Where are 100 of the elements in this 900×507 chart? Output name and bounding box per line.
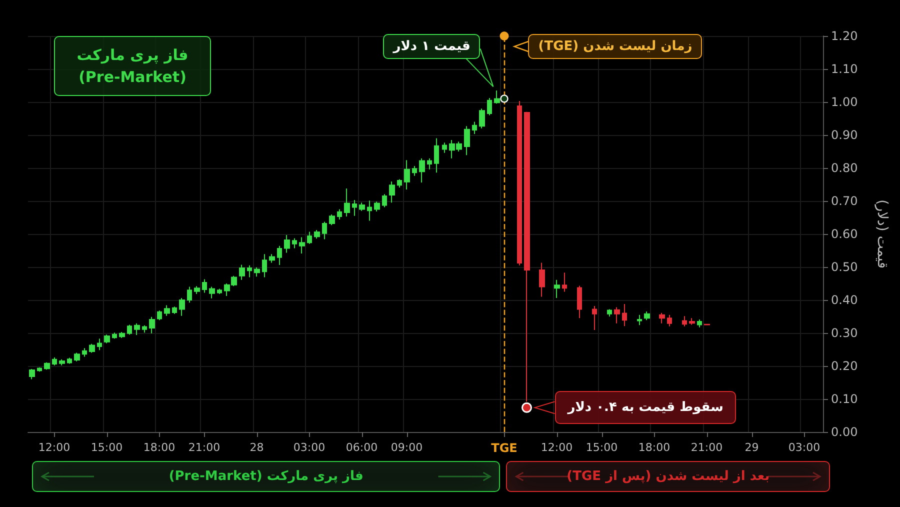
y-tick-label: 0.40 bbox=[831, 293, 858, 307]
x-tick-label: 12:00 bbox=[38, 441, 70, 454]
candlestick bbox=[682, 316, 687, 327]
x-tick-label: 18:00 bbox=[143, 441, 176, 454]
y-tick-label: 1.10 bbox=[831, 62, 858, 76]
candlestick bbox=[667, 314, 672, 327]
annotation: فاز پری مارکت (Pre-Market) bbox=[54, 36, 211, 96]
candlestick bbox=[172, 306, 177, 314]
candlestick bbox=[254, 266, 260, 278]
candlestick bbox=[412, 166, 417, 176]
y-tick-label: 0.20 bbox=[831, 359, 858, 373]
y-tick-label: 0.30 bbox=[831, 326, 858, 340]
candlestick bbox=[104, 334, 110, 344]
candlestick bbox=[89, 343, 95, 354]
candlestick bbox=[659, 312, 665, 324]
candlestick bbox=[464, 126, 470, 156]
candlestick bbox=[614, 306, 620, 324]
candlestick bbox=[607, 308, 612, 317]
candlestick bbox=[434, 138, 439, 174]
candlestick bbox=[427, 158, 432, 170]
candlestick bbox=[404, 160, 410, 190]
candlestick bbox=[367, 200, 372, 222]
y-tick-label: 1.20 bbox=[831, 29, 858, 43]
y-tick-label: 0.90 bbox=[831, 128, 858, 142]
x-tick-label: TGE bbox=[491, 441, 518, 455]
candlestick bbox=[479, 108, 485, 129]
candlestick bbox=[562, 272, 567, 292]
candlestick bbox=[442, 142, 447, 154]
candlestick bbox=[74, 352, 80, 362]
y-tick-label: 0.70 bbox=[831, 194, 858, 208]
x-tick-label: 06:00 bbox=[346, 441, 378, 454]
candlestick bbox=[472, 121, 477, 135]
candlestick bbox=[382, 194, 387, 208]
candlestick bbox=[194, 286, 200, 295]
candlestick bbox=[697, 318, 702, 328]
candlestick bbox=[494, 90, 500, 104]
y-tick-label: 0.10 bbox=[831, 392, 858, 406]
y-tick-label: 0.00 bbox=[831, 425, 858, 439]
candlestick bbox=[284, 234, 290, 254]
x-tick-label: 03:00 bbox=[293, 441, 326, 454]
x-tick-label: 09:00 bbox=[390, 441, 423, 454]
candlestick bbox=[127, 324, 132, 336]
candlestick bbox=[329, 214, 335, 226]
candlestick bbox=[149, 316, 155, 334]
candlestick bbox=[97, 338, 102, 351]
candlestick bbox=[247, 264, 252, 278]
candlestick bbox=[202, 278, 207, 294]
candlestick bbox=[592, 305, 597, 331]
candlestick bbox=[524, 111, 530, 402]
candlestick bbox=[359, 202, 365, 212]
candlestick bbox=[59, 358, 65, 366]
x-tick-label: 21:00 bbox=[188, 441, 220, 454]
candlestick bbox=[187, 286, 192, 304]
y-axis-title: قیمت (دلار) bbox=[874, 199, 890, 269]
text: بعد از لیست شدن (پس از TGE) bbox=[506, 461, 830, 492]
candlestick bbox=[344, 188, 350, 218]
x-tick-label: 29 bbox=[744, 441, 759, 454]
ref-line-label: زمان لیست شدن (TGE) bbox=[528, 34, 702, 59]
candlestick bbox=[292, 238, 297, 249]
candlestick bbox=[314, 230, 320, 240]
candlestick bbox=[389, 181, 395, 204]
candlestick bbox=[239, 264, 245, 280]
candlestick bbox=[37, 366, 42, 372]
candlestick bbox=[29, 368, 35, 380]
candlestick bbox=[82, 348, 87, 358]
annotation: سقوط قیمت به ۰.۴ دلار bbox=[554, 391, 736, 424]
candlestick bbox=[337, 208, 342, 220]
candlestick bbox=[307, 231, 312, 244]
candlestick bbox=[164, 304, 170, 316]
y-tick-label: 1.00 bbox=[831, 95, 858, 109]
x-tick-label: 18:00 bbox=[638, 441, 670, 454]
candlestick bbox=[517, 100, 522, 266]
y-tick-label: 0.80 bbox=[831, 161, 858, 175]
x-tick-label: 12:00 bbox=[540, 441, 573, 454]
x-tick-label: 03:00 bbox=[788, 441, 820, 454]
candlestick bbox=[44, 362, 50, 370]
candlestick bbox=[419, 158, 425, 184]
candlestick bbox=[179, 298, 185, 316]
candlestick bbox=[689, 318, 695, 326]
candlestick bbox=[262, 254, 267, 278]
candlestick bbox=[577, 285, 582, 319]
candlestick bbox=[119, 332, 125, 338]
x-tick-label: 21:00 bbox=[690, 441, 723, 454]
candlestick bbox=[217, 288, 222, 295]
candlestick bbox=[554, 279, 560, 299]
candlestick bbox=[67, 357, 72, 364]
candlestick bbox=[352, 200, 357, 216]
x-tick-label: 15:00 bbox=[586, 441, 618, 454]
candlestick bbox=[52, 356, 57, 366]
candlestick bbox=[374, 201, 380, 212]
x-tick-label: 28 bbox=[250, 441, 264, 454]
candlestick bbox=[322, 221, 327, 240]
candlestick bbox=[487, 98, 492, 116]
candlestick bbox=[637, 314, 642, 326]
y-tick-label: 0.60 bbox=[831, 227, 858, 241]
candlestick bbox=[209, 286, 215, 299]
candlestick bbox=[269, 254, 275, 264]
x-tick-label: 15:00 bbox=[90, 441, 123, 454]
text: فاز پری مارکت (Pre-Market) bbox=[32, 461, 500, 492]
candlestick bbox=[277, 245, 282, 266]
